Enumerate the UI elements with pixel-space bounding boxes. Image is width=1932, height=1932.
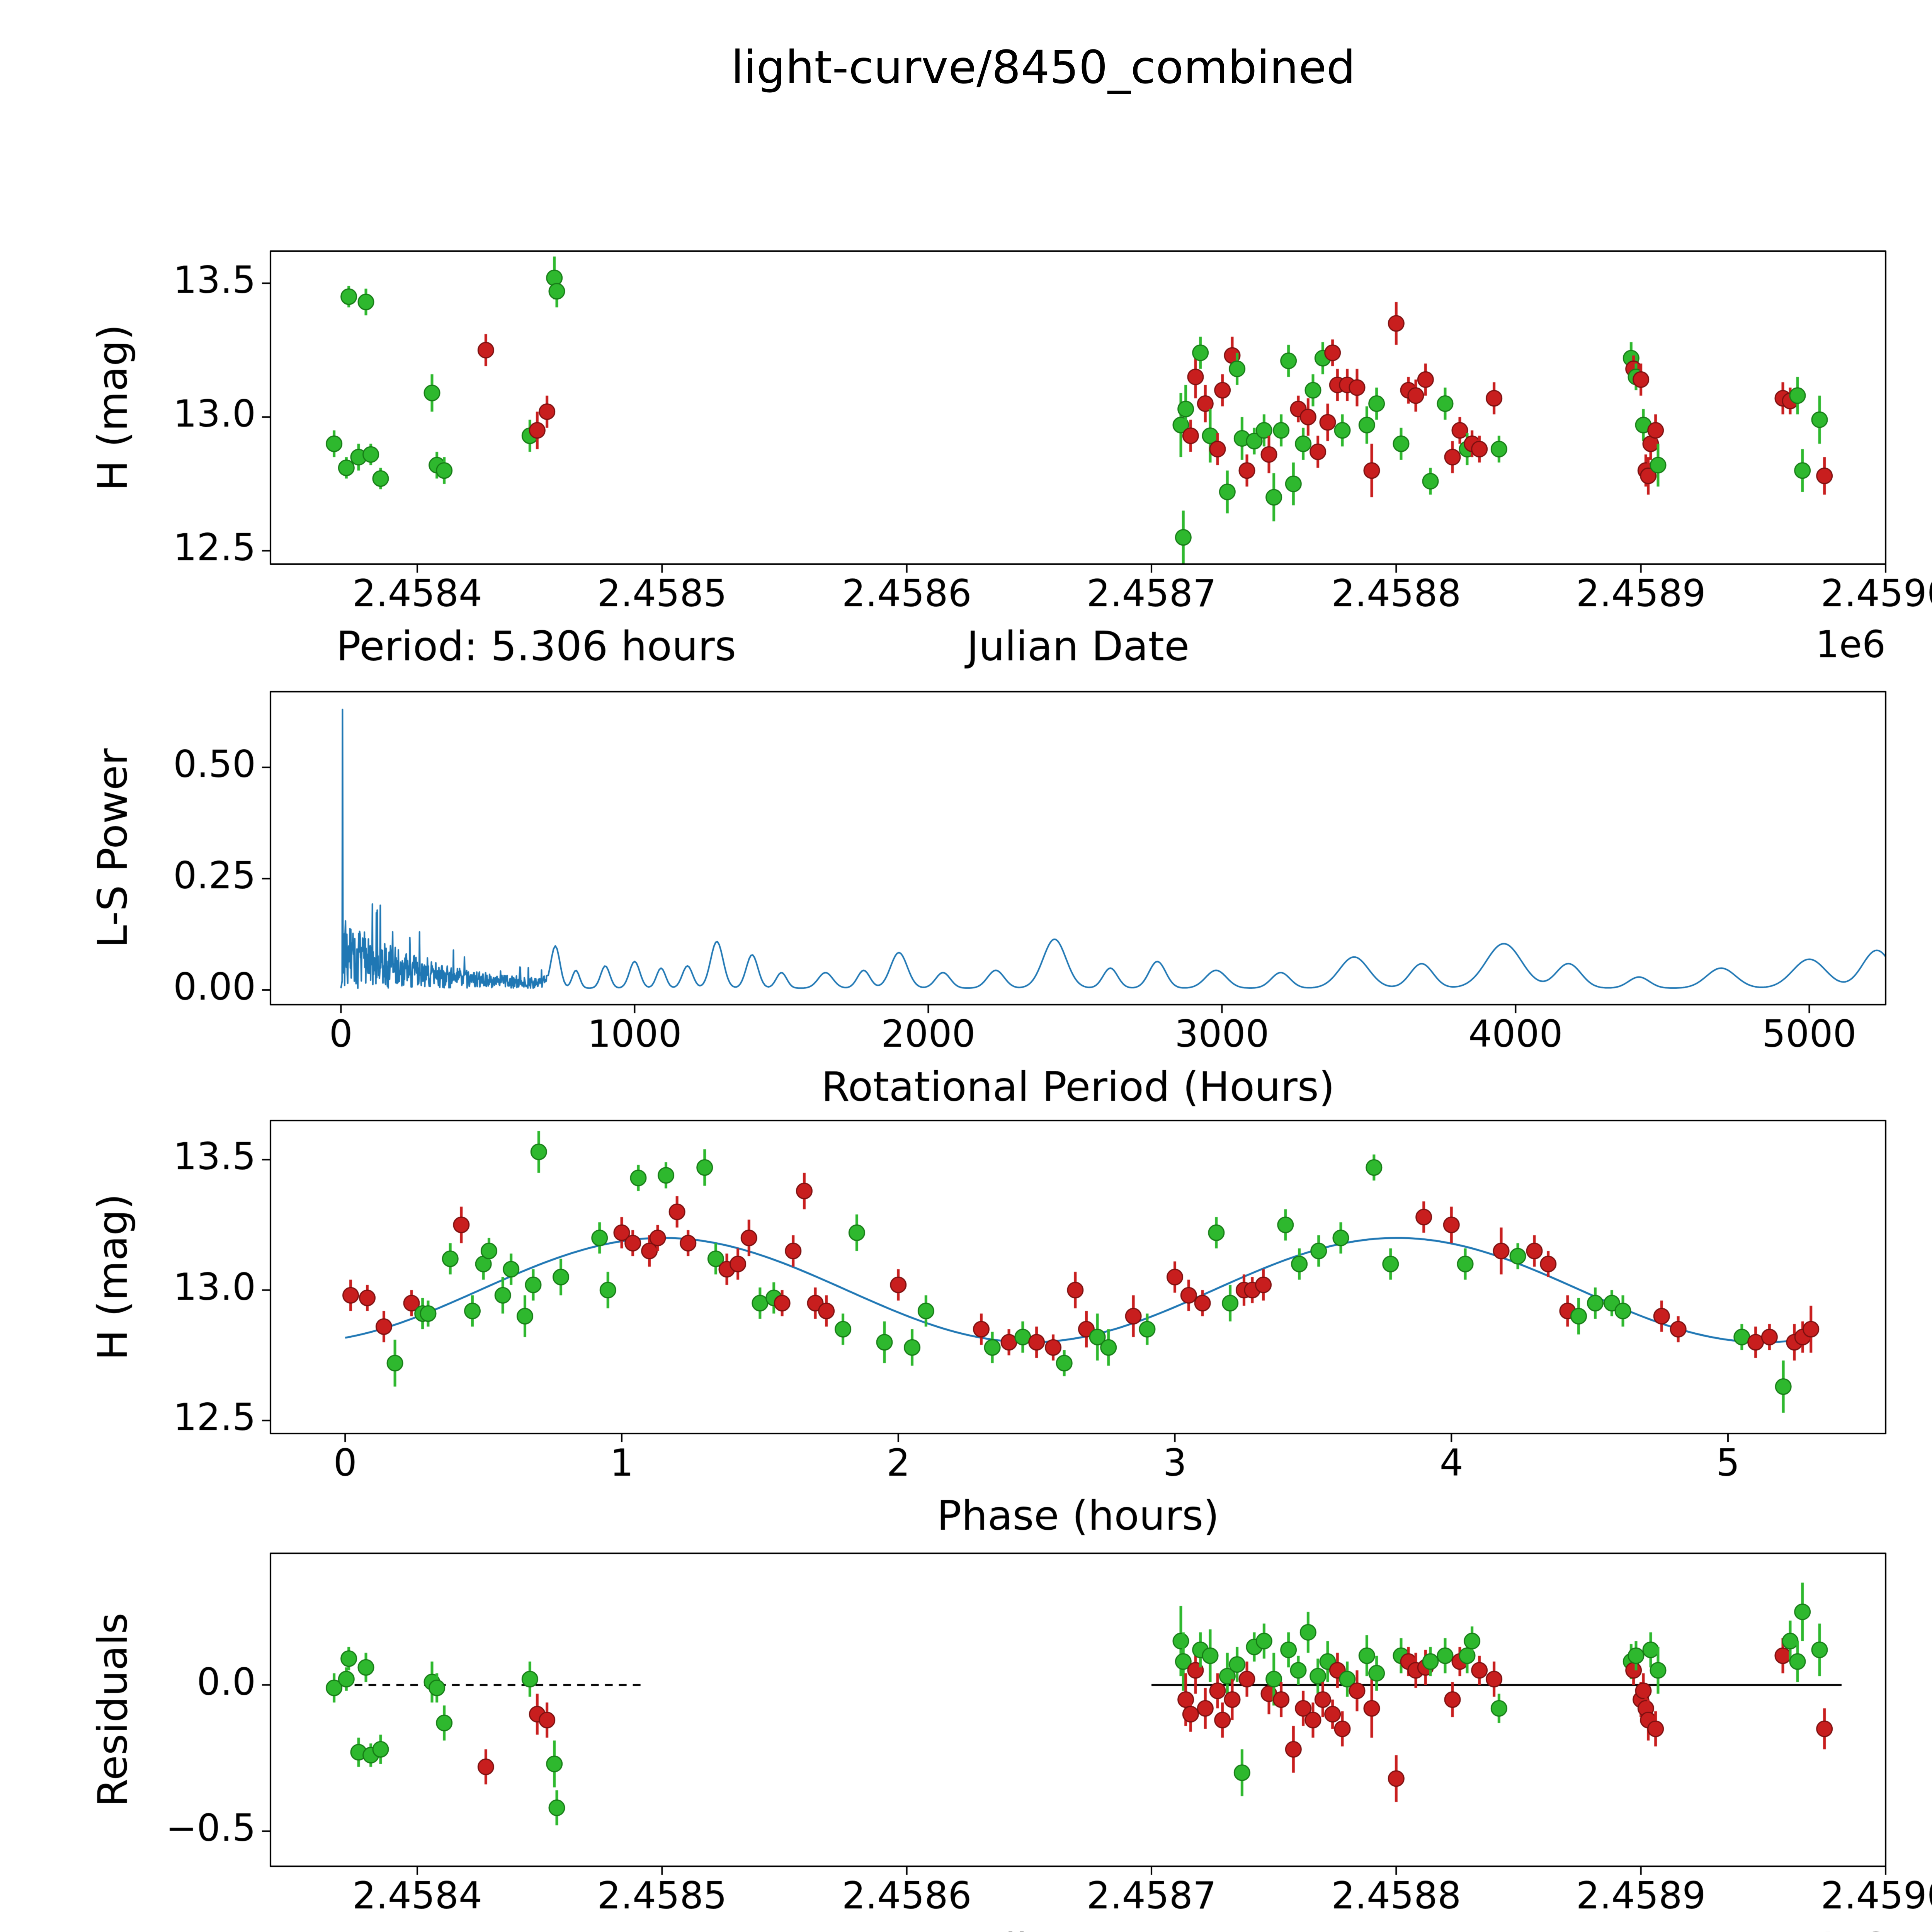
light-curve-figure: light-curve/8450_combined — [0, 0, 1932, 1932]
chart-canvas — [0, 0, 1932, 1932]
